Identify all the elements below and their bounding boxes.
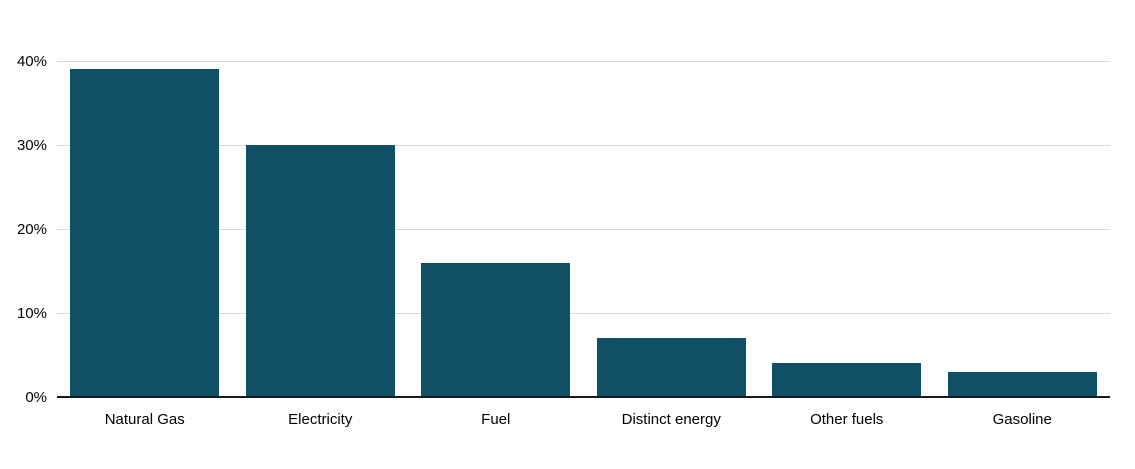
gridline-30 xyxy=(57,144,1110,146)
bar-electricity xyxy=(245,145,395,397)
y-axis-tick-label: 10% xyxy=(16,305,47,322)
gridline-40 xyxy=(57,60,1110,62)
bar-fuel xyxy=(421,262,571,397)
bar-other-fuels xyxy=(772,363,922,397)
gridline-10 xyxy=(57,312,1110,314)
x-axis-label: Gasoline xyxy=(992,411,1052,428)
y-axis-tick-label: 20% xyxy=(16,221,47,238)
x-axis-label: Electricity xyxy=(288,411,353,428)
x-axis-label: Other fuels xyxy=(810,411,884,428)
x-axis-line xyxy=(57,396,1110,398)
bar-natural-gas xyxy=(70,69,220,397)
y-axis-tick-label: 0% xyxy=(25,389,47,406)
x-axis-label: Natural Gas xyxy=(104,411,185,428)
x-axis-label: Fuel xyxy=(481,411,511,428)
bar-distinct-energy xyxy=(596,338,746,397)
x-axis-label: Distinct energy xyxy=(621,411,721,428)
gridline-20 xyxy=(57,228,1110,230)
y-axis-tick-label: 30% xyxy=(16,137,47,154)
bar-gasoline xyxy=(947,371,1097,397)
y-axis-tick-label: 40% xyxy=(16,53,47,70)
